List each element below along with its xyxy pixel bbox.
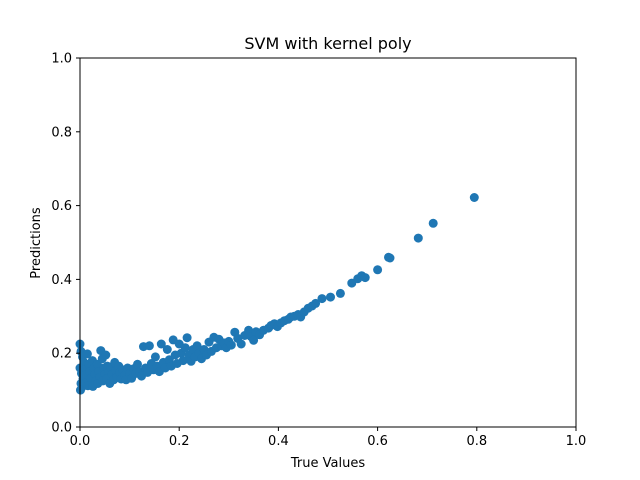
y-tick-label: 1.0 — [51, 52, 72, 67]
x-tick-label: 0.0 — [70, 434, 91, 449]
data-point — [101, 350, 111, 360]
chart-title: SVM with kernel poly — [244, 34, 411, 53]
x-tick-label: 0.8 — [466, 434, 487, 449]
data-point — [162, 345, 172, 354]
x-axis-label: True Values — [290, 456, 365, 471]
y-tick-label: 0.4 — [51, 273, 72, 288]
data-point — [226, 340, 236, 350]
data-point — [326, 292, 335, 302]
data-point — [178, 356, 188, 366]
y-tick-label: 0.0 — [51, 421, 72, 436]
plot-frame — [79, 57, 577, 428]
data-points — [75, 193, 479, 395]
data-point — [182, 333, 192, 343]
y-axis-label: Predictions — [29, 207, 44, 279]
data-point — [192, 341, 202, 351]
data-point — [335, 288, 345, 298]
data-point — [360, 273, 370, 283]
data-point — [249, 335, 259, 345]
y-tick-label: 0.6 — [51, 199, 72, 214]
data-point — [413, 233, 423, 243]
data-point — [311, 298, 321, 308]
data-point — [428, 218, 438, 228]
x-tick-label: 1.0 — [566, 434, 587, 449]
x-tick-label: 0.2 — [169, 434, 190, 449]
y-tick-label: 0.8 — [51, 125, 72, 140]
y-axis: 0.0 0.2 0.4 0.6 0.8 1.0 — [51, 52, 80, 436]
data-point — [385, 253, 395, 263]
data-point — [180, 343, 190, 353]
data-point — [133, 359, 142, 369]
data-point — [469, 193, 479, 202]
data-point — [373, 265, 383, 275]
data-point — [82, 349, 92, 359]
x-axis: 0.0 0.2 0.4 0.6 0.8 1.0 — [70, 427, 587, 449]
data-point — [317, 294, 327, 304]
data-point — [144, 341, 154, 351]
data-point — [236, 339, 246, 349]
data-point — [150, 352, 160, 362]
data-point — [156, 339, 166, 349]
x-tick-label: 0.6 — [367, 434, 388, 449]
y-tick-label: 0.2 — [51, 347, 72, 362]
x-tick-label: 0.4 — [268, 434, 289, 449]
